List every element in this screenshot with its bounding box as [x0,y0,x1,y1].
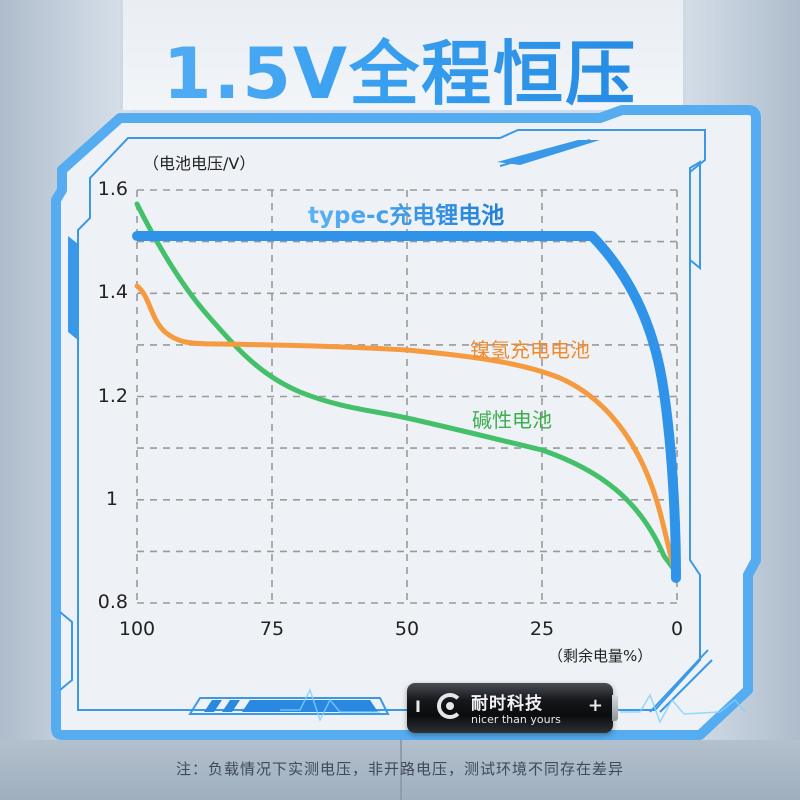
title-plate [120,0,686,110]
frame-inner [77,129,706,711]
battery-cap [612,695,618,721]
x-tick-25: 25 [529,618,555,640]
series-lithium-line [132,231,681,583]
series-label-lithium: type-c充电锂电池 [308,196,504,230]
battery-product-image: I 耐时科技 nicer than yours + [407,683,613,733]
x-tick-75: 75 [259,618,285,640]
x-tick-50: 50 [394,618,420,640]
x-axis-title: （剩余电量%） [548,647,653,665]
x-tick-0: 0 [670,618,684,640]
frame-outer [51,105,761,740]
frame-accent-left [68,236,78,340]
series-label-nimh: 镍氢充电电池 [470,338,590,362]
plus-terminal-icon: + [587,695,603,716]
minus-terminal-icon: I [415,697,421,716]
brand-logo-dot-icon [446,702,454,710]
y-tick-1-0: 1 [105,488,118,510]
y-tick-1-2: 1.2 [97,385,128,407]
page-title: 1.5V全程恒压 [0,18,800,119]
x-tick-100: 100 [118,618,156,640]
brand-logo-icon [437,693,463,719]
brand-name: 耐时科技 [471,694,543,714]
series-label-alkaline: 碱性电池 [472,408,552,432]
series-nimh-line [134,283,676,568]
brand-slogan: nicer than yours [471,713,561,726]
frame-accent-right [689,160,701,271]
y-tick-1-4: 1.4 [97,281,128,303]
frame-accent-bottom [188,697,390,715]
y-tick-1-6: 1.6 [97,178,128,200]
y-tick-0-8: 0.8 [97,591,128,613]
y-axis-title: （电池电压/V） [143,154,256,173]
series-alkaline-line [134,201,676,571]
floor-divider [400,740,402,800]
footnote: 注：负载情况下实测电压，非开路电压，测试环境不同存在差异 [175,760,624,778]
